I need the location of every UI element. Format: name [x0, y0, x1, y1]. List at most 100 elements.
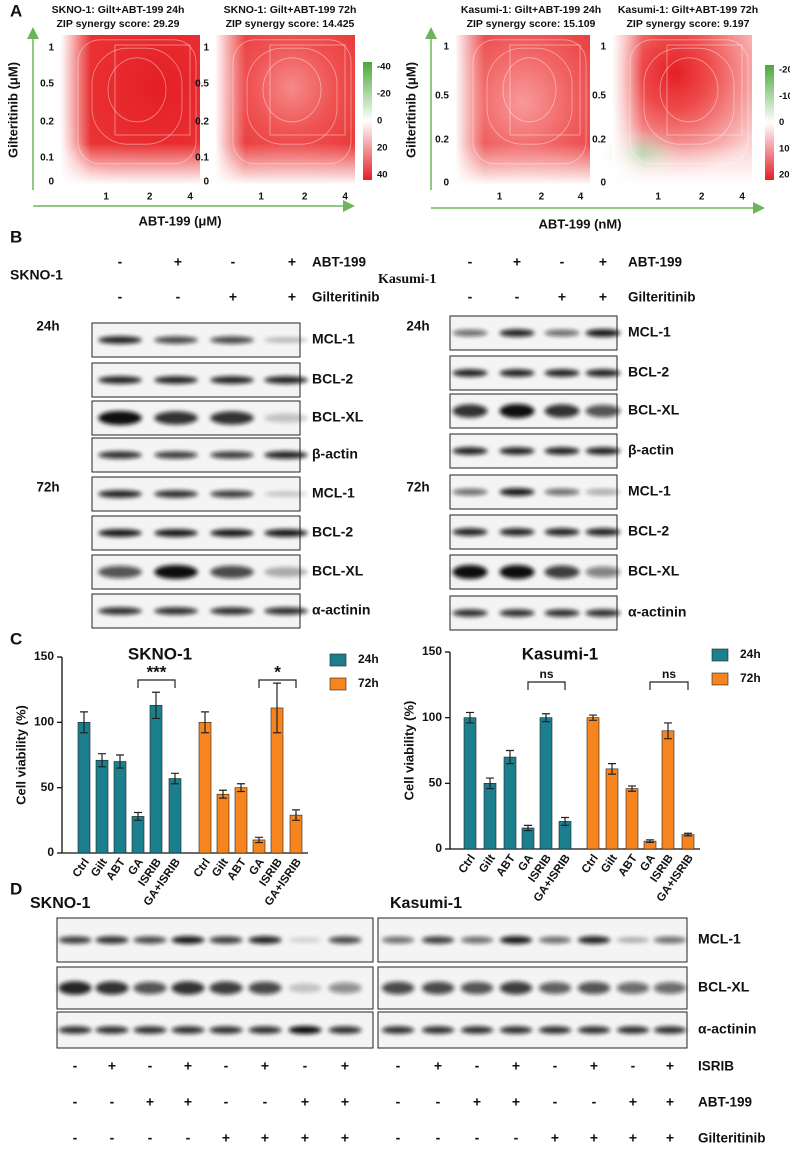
y-tick-label: 0.1: [40, 153, 54, 164]
panel-label: A: [10, 1, 22, 20]
heatmap-title: SKNO-1: Gilt+ABT-199 24h: [52, 4, 185, 16]
error-bar: [80, 711, 88, 734]
y-tick-label: 1: [203, 43, 209, 54]
y-axis-label: Gilteritinib (μM): [5, 62, 20, 158]
error-bar: [506, 749, 514, 765]
band: [133, 936, 167, 944]
bar: [234, 787, 248, 854]
bar: [586, 717, 600, 850]
bar: [77, 722, 91, 854]
treatment-sign: +: [434, 1058, 442, 1074]
significance-bracket: [527, 681, 566, 690]
band: [264, 566, 308, 578]
band: [538, 936, 572, 944]
protein-label: BCL-2: [628, 364, 669, 380]
band: [452, 404, 488, 418]
treatment-sign: -: [468, 254, 473, 270]
band: [58, 1026, 92, 1034]
treatment-sign: +: [184, 1058, 192, 1074]
treatment-sign: -: [515, 289, 520, 305]
contour: [502, 57, 557, 123]
error-bar: [292, 809, 300, 821]
x-tick-label: Ctrl: [71, 857, 92, 880]
error-bar: [152, 691, 160, 720]
error-bar: [255, 836, 263, 844]
protein-label: α-actinin: [698, 1021, 756, 1037]
treatment-sign: -: [553, 1094, 558, 1110]
protein-label: BCL-XL: [312, 563, 364, 579]
bar: [168, 778, 182, 854]
treatment-sign: +: [229, 289, 237, 305]
treatment-sign: -: [110, 1094, 115, 1110]
error-bar: [219, 789, 227, 799]
band: [209, 1026, 243, 1034]
band: [585, 369, 621, 377]
timepoint-label: 24h: [406, 319, 429, 334]
protein-label: MCL-1: [628, 324, 671, 340]
treatment-sign: -: [436, 1094, 441, 1110]
colorbar-label: 40: [377, 170, 388, 181]
colorbar: [363, 62, 372, 180]
band: [248, 981, 282, 995]
band: [98, 607, 142, 615]
band: [154, 451, 198, 459]
x-tick-label: 4: [187, 192, 193, 203]
band: [538, 981, 572, 995]
band: [544, 369, 580, 377]
band: [98, 490, 142, 498]
treatment-sign: -: [560, 254, 565, 270]
treatment-sign: -: [592, 1094, 597, 1110]
colorbar-label: -20: [779, 65, 790, 76]
band: [98, 451, 142, 459]
band: [499, 565, 535, 579]
treatment-sign: +: [512, 1058, 520, 1074]
band: [544, 565, 580, 579]
heatmap-score: ZIP synergy score: 14.425: [226, 18, 355, 30]
x-tick-label: 1: [258, 192, 264, 203]
band: [421, 981, 455, 995]
band: [460, 1026, 494, 1034]
band: [210, 529, 254, 537]
treatment-sign: +: [513, 254, 521, 270]
y-axis-label: Cell viability (%): [401, 701, 416, 801]
protein-label: BCL-XL: [628, 402, 680, 418]
y-tick-label: 0.5: [592, 91, 606, 102]
y-tick-label: 150: [34, 649, 54, 663]
band: [98, 376, 142, 384]
treatment-sign: -: [436, 1130, 441, 1146]
band: [499, 609, 535, 617]
band: [452, 488, 488, 496]
band: [210, 607, 254, 615]
band: [133, 981, 167, 995]
band: [452, 329, 488, 337]
treatment-sign: -: [148, 1130, 153, 1146]
band: [264, 529, 308, 537]
significance-label: ns: [662, 667, 676, 681]
treatment-sign: +: [590, 1058, 598, 1074]
y-tick-label: 0: [443, 178, 449, 189]
treatment-sign: -: [231, 254, 236, 270]
protein-label: BCL-2: [628, 523, 669, 539]
treatment-sign: -: [118, 289, 123, 305]
error-bar: [646, 839, 654, 844]
y-tick-label: 0.2: [592, 135, 606, 146]
y-tick-label: 0.1: [195, 153, 209, 164]
treatment-sign: -: [110, 1130, 115, 1146]
band: [98, 336, 142, 344]
band: [544, 447, 580, 455]
treatment-sign: +: [288, 289, 296, 305]
panel-label: B: [10, 227, 22, 246]
x-tick-label: 4: [739, 192, 745, 203]
band: [499, 369, 535, 377]
protein-label: BCL-XL: [698, 979, 750, 995]
bar: [113, 761, 127, 854]
x-tick-label: 2: [699, 192, 705, 203]
x-tick-label: 2: [539, 192, 545, 203]
treatment-sign: +: [599, 254, 607, 270]
error-bar: [134, 811, 142, 821]
band: [154, 529, 198, 537]
band: [452, 565, 488, 579]
x-axis-label: ABT-199 (nM): [538, 216, 621, 231]
band: [460, 936, 494, 944]
